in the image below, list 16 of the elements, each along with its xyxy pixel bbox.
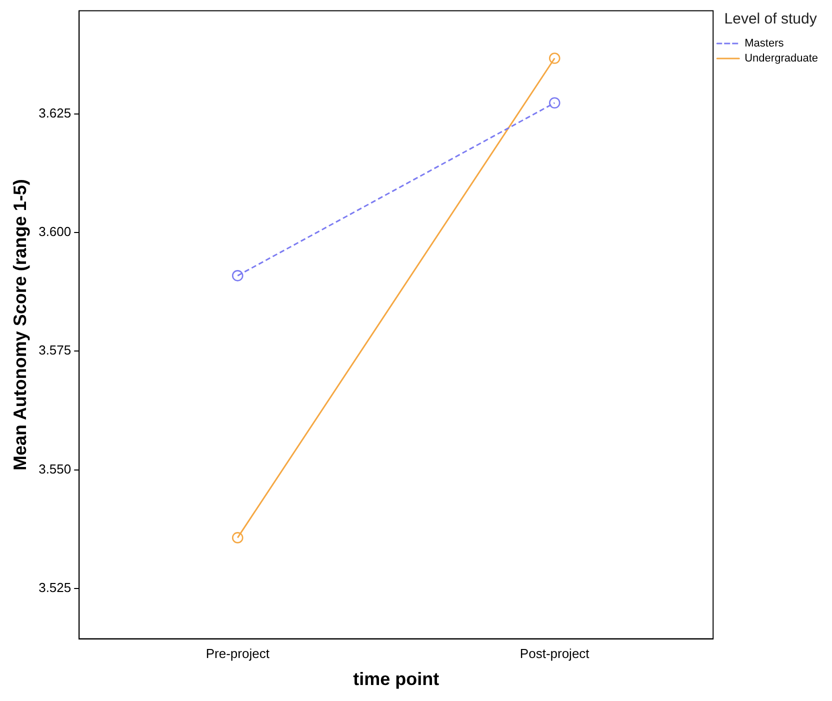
- x-axis-title: time point: [353, 669, 440, 690]
- legend-title: Level of study: [724, 10, 818, 28]
- y-tick-label: 3.525: [38, 580, 72, 596]
- x-tick-label: Post-project: [520, 646, 590, 662]
- y-axis-title: Mean Autonomy Score (range 1-5): [10, 179, 30, 470]
- y-tick-label: 3.575: [38, 342, 72, 358]
- point: [548, 97, 560, 109]
- point: [548, 52, 560, 64]
- y-tick-label: 3.550: [38, 461, 72, 476]
- point: [232, 532, 244, 544]
- y-tick-label: 3.600: [38, 224, 72, 240]
- y-tick-label: 3.625: [38, 105, 72, 120]
- point: [232, 270, 244, 282]
- legend-label: Undergraduate: [744, 52, 818, 65]
- legend-label: Masters: [744, 38, 784, 50]
- x-tick-label: Pre-project: [206, 646, 270, 662]
